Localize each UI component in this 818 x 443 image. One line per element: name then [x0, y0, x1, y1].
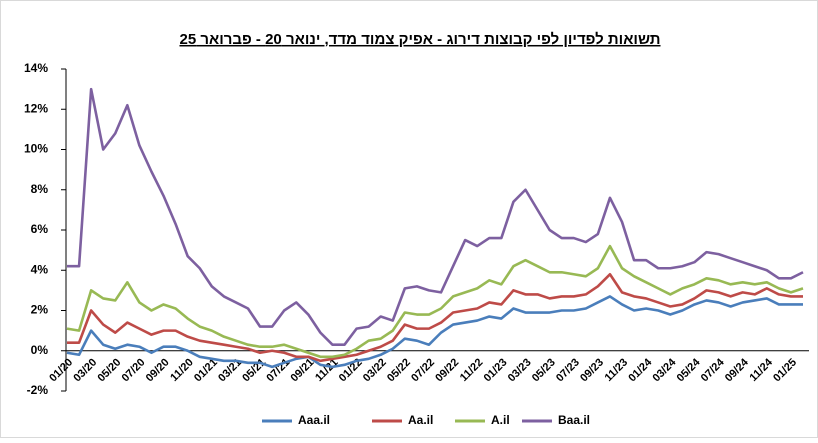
line-series — [67, 272, 803, 363]
y-tick-label: 14% — [24, 61, 48, 75]
y-tick-label: 0% — [31, 343, 49, 357]
legend-label: Aaa.il — [298, 413, 330, 427]
chart-title: תשואות לפדיון לפי קבוצות דירוג - אפיק צמ… — [179, 31, 660, 48]
y-tick-label: -2% — [27, 383, 49, 397]
y-tick-label: 6% — [31, 222, 49, 236]
y-tick-label: 2% — [31, 303, 49, 317]
y-tick-label: 8% — [31, 182, 49, 196]
y-tick-label: 12% — [24, 101, 48, 115]
y-tick-label: 10% — [24, 142, 48, 156]
line-series — [67, 87, 804, 347]
legend-label: A.il — [491, 413, 510, 427]
legend-label: Aa.il — [408, 413, 433, 427]
y-tick-label: 4% — [31, 262, 49, 276]
legend-label: Baa.il — [558, 413, 590, 427]
line-series — [66, 295, 803, 369]
line-series — [66, 244, 804, 359]
